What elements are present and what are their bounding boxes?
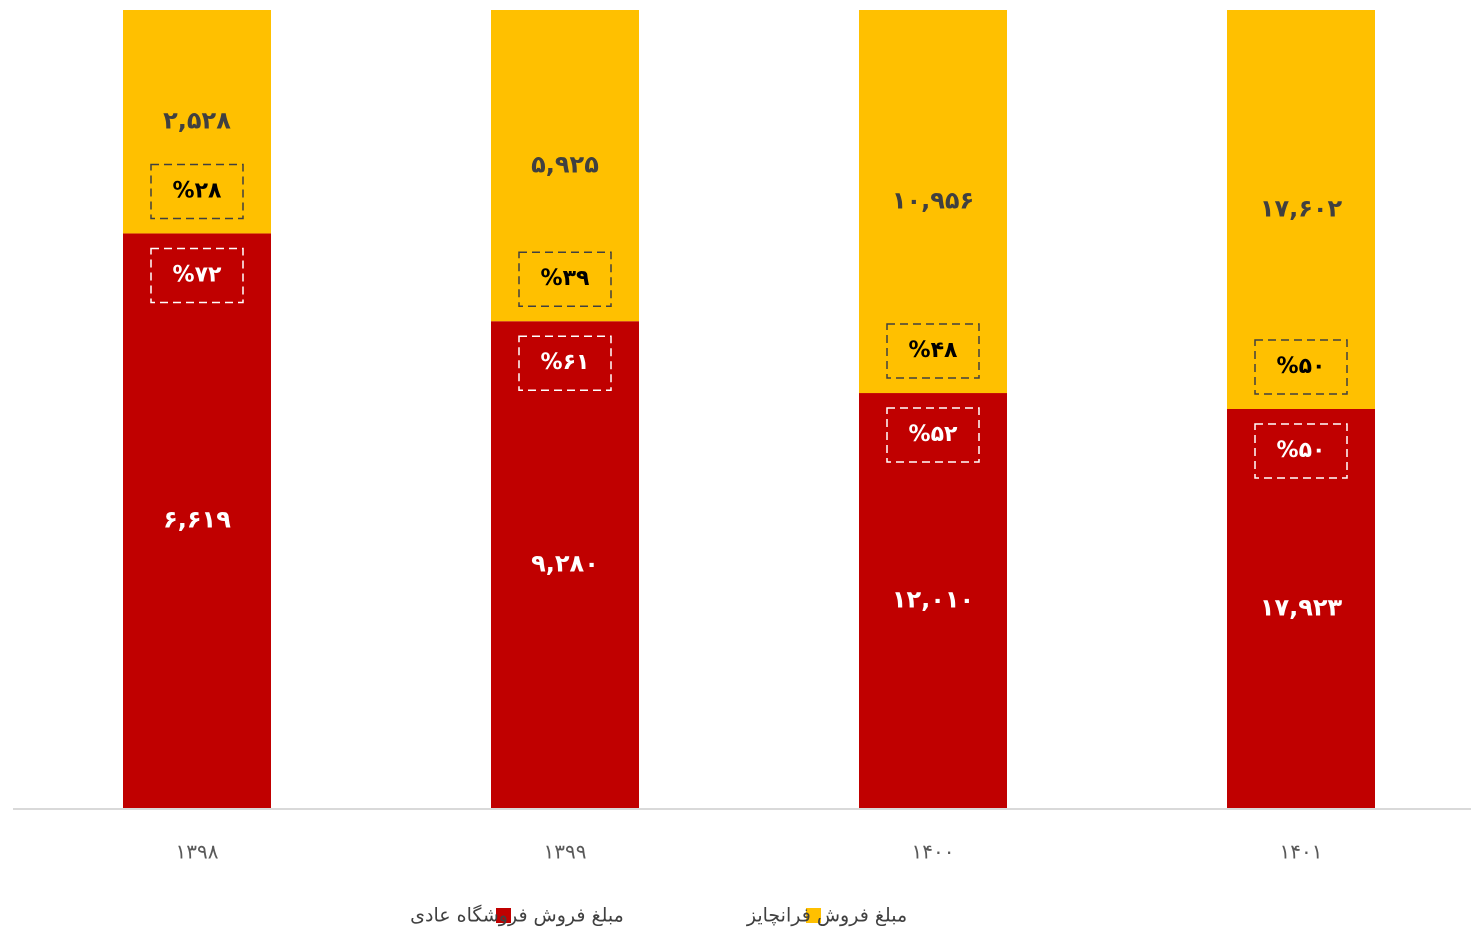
bar-segment (123, 10, 271, 234)
x-tick-label: ۱۳۹۸ (176, 840, 219, 864)
percent-label: %۲۸ (173, 178, 222, 203)
label-box (1254, 423, 1348, 479)
bar-segment (491, 10, 639, 322)
bar-segment (123, 233, 271, 808)
value-label: ۲,۵۲۸ (163, 107, 231, 135)
legend-label: مبلغ فروش فرانچایز (746, 905, 907, 927)
value-label: ۶,۶۱۹ (163, 506, 231, 534)
percent-label: %۵۲ (909, 422, 958, 447)
x-tick-label: ۱۳۹۹ (544, 840, 587, 864)
legend-swatch (806, 908, 821, 923)
label-box (886, 407, 980, 463)
bar-segment (859, 10, 1007, 394)
label-box (518, 251, 612, 307)
label-box (1254, 339, 1348, 395)
legend-label: مبلغ فروش فروشگاه عادی (410, 904, 624, 927)
bar-segment (1227, 409, 1375, 808)
x-tick-label: ۱۴۰۰ (912, 840, 955, 864)
bar-segment (1227, 10, 1375, 409)
percent-label: %۳۹ (541, 266, 590, 291)
bar-segment (859, 393, 1007, 808)
percent-label: %۷۲ (173, 262, 222, 287)
percent-label: %۵۰ (1277, 438, 1326, 463)
value-label: ۵,۹۲۵ (531, 151, 599, 179)
label-box (518, 335, 612, 391)
bar-segment (491, 321, 639, 808)
value-label: ۱۷,۹۲۳ (1260, 594, 1343, 622)
value-label: ۱۲,۰۱۰ (892, 586, 974, 614)
label-box (150, 247, 244, 304)
x-tick-label: ۱۴۰۱ (1280, 840, 1323, 864)
legend-swatch (496, 908, 511, 923)
percent-label: %۵۰ (1277, 354, 1326, 379)
percent-label: %۴۸ (909, 338, 958, 363)
label-box (886, 323, 980, 379)
value-label: ۱۰,۹۵۶ (892, 187, 974, 215)
value-label: ۹,۲۸۰ (531, 550, 599, 578)
label-box (150, 163, 244, 220)
percent-label: %۶۱ (541, 350, 590, 375)
value-label: ۱۷,۶۰۲ (1260, 195, 1343, 223)
